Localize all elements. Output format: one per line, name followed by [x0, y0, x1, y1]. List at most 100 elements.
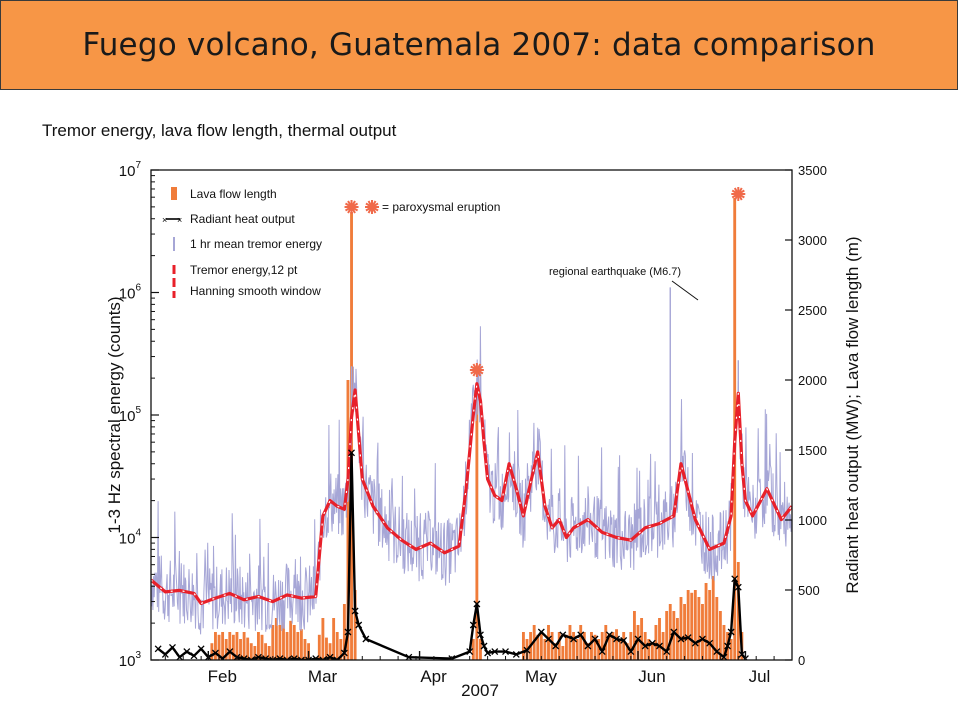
legend-label-lava: Lava flow length [190, 187, 277, 201]
radiant-heat-point [197, 645, 205, 653]
lava-bar [586, 643, 590, 660]
paroxysm-star-icon [469, 363, 484, 377]
radiant-heat-point [405, 653, 413, 660]
radiant-heat-point [473, 600, 481, 608]
radiant-heat-point [663, 648, 671, 656]
radiant-heat-point [699, 635, 706, 643]
radiant-heat-point [312, 655, 320, 660]
radiant-heat-point [269, 656, 277, 660]
legend-label-tremor: 1 hr mean tremor energy [190, 237, 322, 251]
radiant-heat-point [620, 636, 628, 644]
earthquake-note: regional earthquake (M6.7) [549, 266, 681, 278]
radiant-heat-point [476, 631, 484, 639]
radiant-heat-point [605, 631, 613, 639]
earthquake-annotation: regional earthquake (M6.7) [549, 266, 699, 301]
radiant-heat-point [577, 631, 585, 639]
radiant-heat-point [276, 655, 284, 660]
lava-bar [296, 632, 300, 660]
lava-bar [557, 632, 561, 660]
right-tick-label: 1000 [798, 513, 827, 528]
paroxysm-note: = paroxysmal eruption [382, 200, 500, 214]
radiant-heat-point [684, 634, 692, 642]
lava-bar [325, 637, 328, 660]
paroxysm-star-icon [731, 187, 746, 201]
lava-bar [611, 632, 615, 660]
radiant-heat-point [691, 639, 699, 647]
radiant-heat-point [297, 656, 305, 660]
lava-bar [593, 634, 597, 660]
radiant-heat-point [484, 649, 492, 657]
lava-bar [475, 387, 479, 660]
lava-bar [683, 604, 687, 660]
lava-bar [647, 639, 651, 660]
lava-bar [217, 634, 221, 660]
lava-bar [615, 629, 618, 660]
left-tick-exponent: 4 [135, 528, 141, 539]
radiant-heat-point [254, 653, 262, 660]
radiant-heat-point [720, 653, 728, 660]
earthquake-pointer [671, 280, 699, 301]
radiant-heat-point [627, 648, 635, 656]
lava-bar [328, 643, 332, 660]
paroxysm-star-shape [365, 200, 379, 214]
lava-bar [672, 611, 676, 660]
radiant-heat-point [211, 649, 219, 657]
lava-bar [590, 632, 593, 660]
lava-bar [282, 618, 285, 660]
lava-bar [539, 632, 543, 660]
right-axis-ticks: 0 500 1000 1500 2000 2500 3000 3500 [785, 163, 827, 668]
legend-label-smooth: Tremor energy,12 pt [190, 263, 298, 277]
legend-swatch-heat: × × [162, 215, 182, 225]
lava-bar [618, 639, 622, 660]
tremor-smooth-series [151, 382, 792, 605]
radiant-heat-point [362, 635, 370, 643]
lava-bar [471, 639, 475, 660]
lava-bar [332, 618, 336, 660]
lava-bar [736, 562, 740, 660]
lava-bar [242, 632, 246, 660]
lava-bar [625, 643, 629, 660]
radiant-heat-point [706, 639, 714, 647]
lava-bar [264, 643, 268, 660]
lava-bar [579, 625, 583, 660]
radiant-heat-point [491, 648, 499, 656]
tremor-smooth-line [151, 382, 792, 605]
radiant-heat-point [283, 656, 291, 660]
radiant-heat-point [176, 653, 184, 660]
right-axis-label: Radiant heat output (MW); Lava flow leng… [843, 236, 862, 593]
lava-bar [690, 592, 694, 660]
radiant-heat-point [724, 642, 732, 650]
radiant-heat-point [183, 648, 191, 656]
radiant-heat-point [677, 635, 685, 643]
lava-bar [582, 632, 586, 660]
radiant-heat-point [591, 635, 599, 643]
lava-bar [693, 590, 697, 660]
lava-bar [729, 639, 733, 660]
lava-bar [299, 629, 303, 660]
lava-bar [554, 643, 558, 660]
right-tick-label: 2000 [798, 373, 827, 388]
radiant-heat-point [512, 650, 520, 658]
radiant-heat-point [190, 652, 198, 660]
lava-bar [256, 632, 260, 660]
radiant-heat-point [734, 583, 742, 591]
x-axis-ticks: Feb Mar Apr May Jun Jul [164, 651, 793, 686]
radiant-heat-point [537, 628, 545, 636]
x-tick-label: Feb [208, 667, 237, 686]
radiant-heat-point [240, 655, 248, 660]
radiant-heat-point [502, 648, 509, 656]
lava-bar [718, 611, 722, 660]
lava-bar [722, 625, 726, 660]
lava-bar [292, 625, 296, 660]
lava-bar [253, 646, 257, 660]
radiant-heat-point [247, 656, 255, 660]
radiant-heat-line [157, 451, 747, 660]
lava-bar [353, 590, 357, 660]
lava-bar [260, 634, 264, 660]
radiant-heat-point [219, 655, 227, 660]
lava-bar [697, 597, 701, 660]
radiant-heat-point [641, 642, 649, 650]
lava-bar [521, 632, 525, 660]
lava-bar [561, 646, 565, 660]
lava-bar [246, 637, 250, 660]
